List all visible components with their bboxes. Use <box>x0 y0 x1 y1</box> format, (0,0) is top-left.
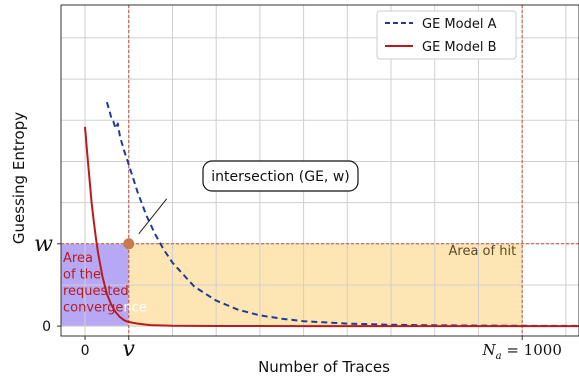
annotation-pointer <box>138 198 168 235</box>
series-line-ge-model-b <box>84 126 579 328</box>
x-tick-label: Na = 1000 <box>481 341 561 362</box>
annotation-box <box>202 160 359 192</box>
intersection-point <box>123 238 135 250</box>
region-label-hit: Area of hit <box>449 244 517 259</box>
y-tick-label: 0 <box>42 319 51 335</box>
plot-frame <box>60 4 579 337</box>
x-tick-label: v <box>123 337 136 362</box>
series-line-ge-model-a <box>105 101 579 327</box>
x-tick-label: 0 <box>81 343 90 359</box>
legend-label: GE Model A <box>422 17 497 32</box>
y-axis-label: Guessing Entropy <box>10 112 28 244</box>
x-axis-label: Number of Traces <box>258 358 390 376</box>
annotation-label: intersection (GE, w) <box>211 169 349 185</box>
legend-label: GE Model B <box>422 40 497 55</box>
y-tick-label: w <box>34 232 53 257</box>
region-label-requested-convergence: Area of the requested convergence <box>63 251 147 316</box>
